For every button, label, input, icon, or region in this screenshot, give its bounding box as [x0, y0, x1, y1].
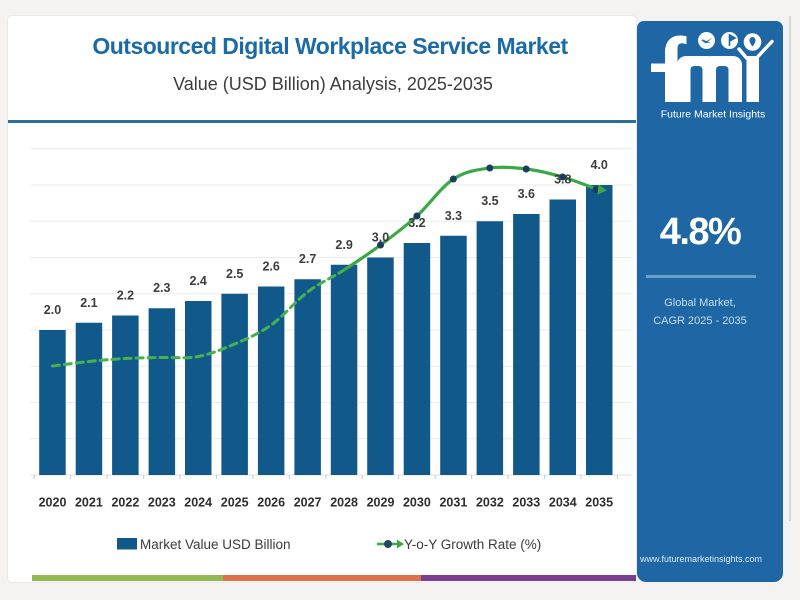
svg-text:2.2: 2.2 [117, 289, 134, 303]
svg-text:2027: 2027 [294, 496, 322, 510]
svg-text:2021: 2021 [75, 496, 103, 510]
svg-text:2.0: 2.0 [44, 303, 61, 317]
svg-text:2023: 2023 [148, 496, 176, 510]
svg-text:2032: 2032 [476, 496, 504, 510]
svg-text:2.1: 2.1 [80, 296, 97, 310]
svg-text:2028: 2028 [330, 496, 358, 510]
svg-text:2031: 2031 [439, 496, 467, 510]
svg-text:2.3: 2.3 [153, 281, 170, 295]
svg-text:3.0: 3.0 [372, 231, 389, 245]
svg-text:3.2: 3.2 [408, 216, 425, 230]
svg-text:Y-o-Y Growth Rate (%): Y-o-Y Growth Rate (%) [404, 537, 541, 552]
svg-text:2024: 2024 [184, 496, 212, 510]
svg-text:4.0: 4.0 [591, 158, 608, 172]
svg-text:3.8: 3.8 [554, 173, 571, 187]
svg-text:2035: 2035 [585, 496, 613, 510]
svg-text:Future Market Insights: Future Market Insights [661, 109, 765, 121]
svg-text:Market Value USD Billion: Market Value USD Billion [140, 537, 291, 552]
svg-text:2.7: 2.7 [299, 252, 316, 266]
svg-text:2020: 2020 [39, 496, 67, 510]
svg-text:2.4: 2.4 [190, 274, 207, 288]
svg-text:2026: 2026 [257, 496, 285, 510]
svg-text:2029: 2029 [367, 496, 395, 510]
svg-text:2.5: 2.5 [226, 267, 243, 281]
svg-text:3.6: 3.6 [518, 187, 535, 201]
svg-text:2030: 2030 [403, 496, 431, 510]
svg-text:2034: 2034 [549, 496, 577, 510]
svg-text:2022: 2022 [111, 496, 139, 510]
svg-text:2025: 2025 [221, 496, 249, 510]
svg-text:2.9: 2.9 [335, 238, 352, 252]
svg-text:3.5: 3.5 [481, 194, 498, 208]
svg-text:3.3: 3.3 [445, 209, 462, 223]
svg-text:2033: 2033 [512, 496, 540, 510]
svg-text:2.6: 2.6 [263, 260, 280, 274]
